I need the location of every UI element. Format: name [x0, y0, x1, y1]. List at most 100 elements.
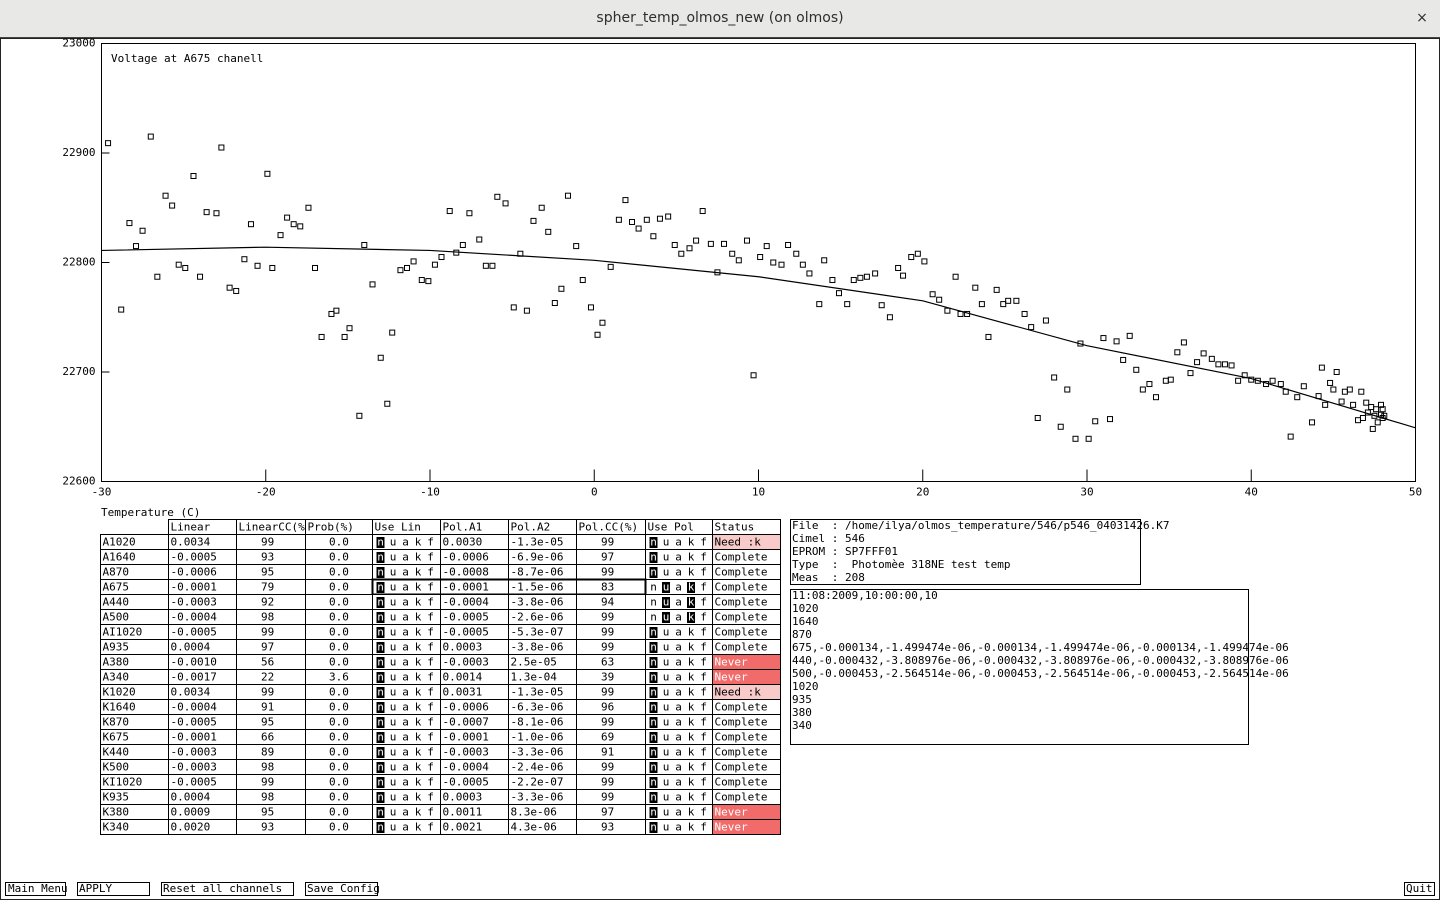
- flag[interactable]: a: [402, 776, 409, 789]
- flag[interactable]: n: [377, 641, 384, 654]
- flag[interactable]: a: [402, 731, 409, 744]
- flag[interactable]: u: [390, 716, 397, 729]
- flag[interactable]: u: [663, 551, 670, 564]
- flag[interactable]: k: [688, 716, 695, 729]
- flag[interactable]: k: [688, 626, 695, 639]
- flag[interactable]: n: [377, 671, 384, 684]
- flag[interactable]: u: [663, 806, 670, 819]
- flag[interactable]: u: [390, 566, 397, 579]
- flag[interactable]: k: [415, 596, 422, 609]
- flag[interactable]: a: [675, 536, 682, 549]
- flag[interactable]: f: [427, 536, 434, 549]
- flag[interactable]: f: [427, 566, 434, 579]
- flag[interactable]: u: [663, 731, 670, 744]
- flag[interactable]: a: [402, 716, 409, 729]
- flag[interactable]: a: [675, 761, 682, 774]
- flag[interactable]: f: [700, 656, 707, 669]
- flag[interactable]: f: [700, 821, 707, 834]
- flag[interactable]: f: [700, 686, 707, 699]
- flag[interactable]: f: [700, 536, 707, 549]
- flag[interactable]: a: [402, 656, 409, 669]
- save-button[interactable]: [305, 882, 378, 896]
- flag[interactable]: n: [377, 566, 384, 579]
- flag[interactable]: n: [650, 551, 657, 564]
- flag[interactable]: k: [415, 626, 422, 639]
- flag[interactable]: u: [663, 656, 670, 669]
- flag[interactable]: k: [415, 641, 422, 654]
- flag[interactable]: n: [650, 641, 657, 654]
- flag[interactable]: f: [700, 581, 707, 594]
- flag[interactable]: u: [663, 821, 670, 834]
- flag[interactable]: a: [402, 671, 409, 684]
- flag[interactable]: a: [402, 551, 409, 564]
- flag[interactable]: u: [390, 821, 397, 834]
- flag[interactable]: n: [377, 821, 384, 834]
- flag[interactable]: u: [663, 776, 670, 789]
- flag[interactable]: n: [377, 791, 384, 804]
- flag[interactable]: f: [700, 701, 707, 714]
- flag[interactable]: n: [650, 716, 657, 729]
- flag[interactable]: u: [663, 566, 670, 579]
- flag[interactable]: a: [402, 791, 409, 804]
- flag[interactable]: k: [688, 776, 695, 789]
- flag[interactable]: u: [663, 626, 670, 639]
- flag[interactable]: n: [650, 776, 657, 789]
- flag[interactable]: a: [675, 581, 682, 594]
- flag[interactable]: n: [650, 536, 657, 549]
- flag[interactable]: u: [663, 701, 670, 714]
- flag[interactable]: n: [377, 716, 384, 729]
- flag[interactable]: u: [390, 746, 397, 759]
- flag[interactable]: k: [688, 641, 695, 654]
- flag[interactable]: a: [675, 671, 682, 684]
- flag[interactable]: f: [427, 731, 434, 744]
- flag[interactable]: a: [675, 611, 682, 624]
- flag[interactable]: u: [390, 596, 397, 609]
- flag[interactable]: n: [377, 581, 384, 594]
- flag[interactable]: a: [675, 791, 682, 804]
- flag[interactable]: n: [650, 656, 657, 669]
- flag[interactable]: n: [650, 581, 657, 594]
- flag[interactable]: k: [688, 611, 695, 624]
- flag[interactable]: n: [377, 806, 384, 819]
- flag[interactable]: f: [427, 626, 434, 639]
- flag[interactable]: f: [427, 776, 434, 789]
- flag[interactable]: k: [688, 701, 695, 714]
- flag[interactable]: n: [377, 611, 384, 624]
- flag[interactable]: u: [390, 581, 397, 594]
- flag[interactable]: k: [415, 551, 422, 564]
- flag[interactable]: k: [415, 791, 422, 804]
- flag[interactable]: n: [650, 611, 657, 624]
- flag[interactable]: f: [427, 671, 434, 684]
- flag[interactable]: u: [663, 686, 670, 699]
- flag[interactable]: u: [390, 731, 397, 744]
- quit-button[interactable]: [1404, 882, 1435, 896]
- flag[interactable]: n: [650, 596, 657, 609]
- flag[interactable]: f: [700, 611, 707, 624]
- flag[interactable]: a: [675, 656, 682, 669]
- flag[interactable]: n: [650, 731, 657, 744]
- flag[interactable]: a: [675, 566, 682, 579]
- flag[interactable]: k: [688, 746, 695, 759]
- flag[interactable]: n: [377, 761, 384, 774]
- flag[interactable]: u: [390, 806, 397, 819]
- flag[interactable]: u: [663, 671, 670, 684]
- flag[interactable]: a: [402, 581, 409, 594]
- flag[interactable]: a: [675, 551, 682, 564]
- flag[interactable]: n: [650, 821, 657, 834]
- flag[interactable]: a: [402, 821, 409, 834]
- apply-button[interactable]: [77, 882, 150, 896]
- flag[interactable]: n: [377, 746, 384, 759]
- flag[interactable]: f: [700, 641, 707, 654]
- flag[interactable]: f: [427, 761, 434, 774]
- flag[interactable]: n: [377, 701, 384, 714]
- flag[interactable]: n: [377, 596, 384, 609]
- flag[interactable]: u: [663, 791, 670, 804]
- flag[interactable]: k: [688, 536, 695, 549]
- flag[interactable]: a: [675, 641, 682, 654]
- flag[interactable]: k: [688, 551, 695, 564]
- flag[interactable]: f: [427, 716, 434, 729]
- flag[interactable]: k: [415, 806, 422, 819]
- flag[interactable]: a: [675, 596, 682, 609]
- flag[interactable]: u: [390, 761, 397, 774]
- flag[interactable]: a: [402, 686, 409, 699]
